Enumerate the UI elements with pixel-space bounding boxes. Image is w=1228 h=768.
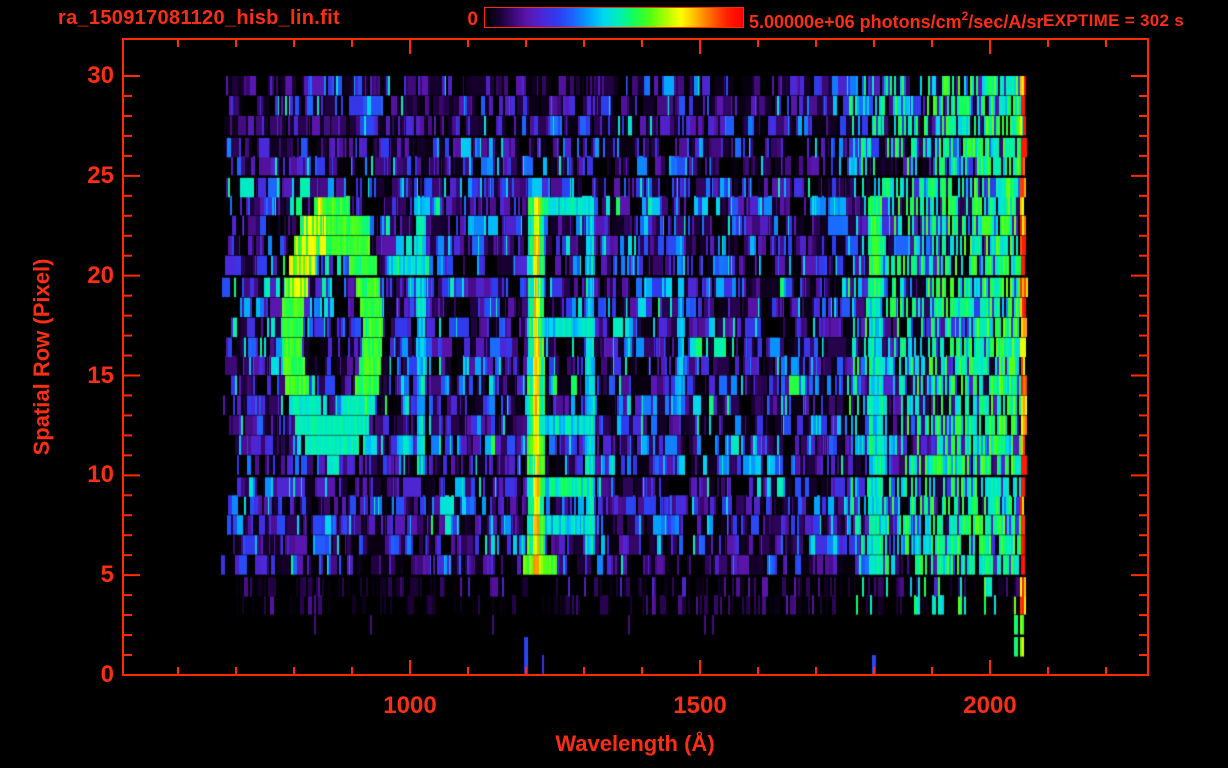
colorbar [484, 7, 744, 28]
x-axis-title: Wavelength (Å) [555, 731, 715, 756]
x-tick-label: 1000 [383, 692, 437, 719]
colorbar-max-superscript: 2 [961, 9, 969, 23]
exptime-label: EXPTIME = 302 s [1043, 11, 1185, 30]
colorbar-gradient [485, 8, 743, 27]
y-tick-label: 0 [100, 661, 114, 688]
x-tick-label: 1500 [673, 692, 727, 719]
y-axis-title: Spatial Row (Pixel) [29, 258, 54, 456]
colorbar-max-label: 5.00000e+06 photons/cm2/sec/A/sr [749, 9, 1044, 33]
y-tick-label: 25 [87, 161, 114, 189]
y-tick-label: 5 [100, 561, 114, 589]
colorbar-max-suffix: /sec/A/sr [968, 12, 1044, 32]
y-tick-label: 20 [87, 261, 114, 289]
colorbar-min-label: 0 [467, 9, 478, 30]
spectral-heatmap [123, 39, 1148, 675]
y-tick-label: 30 [87, 62, 114, 89]
x-tick-label: 2000 [963, 692, 1017, 719]
filename-title: ra_150917081120_hisb_lin.fit [58, 7, 340, 29]
y-tick-label: 15 [87, 361, 114, 389]
colorbar-max-prefix: 5.00000e+06 photons/cm [749, 12, 962, 32]
y-tick-label: 10 [87, 461, 114, 489]
